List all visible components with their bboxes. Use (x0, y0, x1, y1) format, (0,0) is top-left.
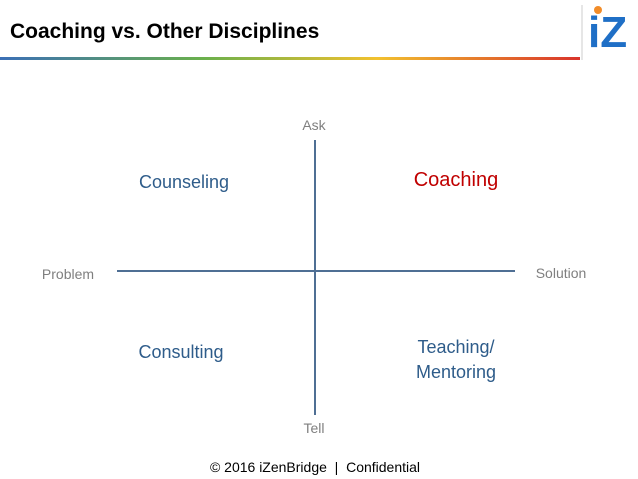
logo: iZ (588, 8, 627, 57)
axis-bottom-label: Tell (303, 420, 324, 436)
title-rule (0, 57, 580, 60)
axis-top-label: Ask (302, 117, 326, 133)
slide-title: Coaching vs. Other Disciplines (10, 20, 319, 43)
quadrant-label: Mentoring (416, 362, 496, 382)
quadrant-label: Counseling (139, 172, 229, 192)
quadrant-label: Coaching (414, 169, 499, 191)
axis-left-label: Problem (42, 266, 94, 282)
quadrant-label: Teaching/ (417, 337, 494, 357)
quadrant-label: Consulting (138, 342, 223, 362)
axis-right-label: Solution (536, 265, 587, 281)
footer: © 2016 iZenBridge | Confidential (210, 459, 420, 475)
logo-dot (594, 6, 602, 14)
